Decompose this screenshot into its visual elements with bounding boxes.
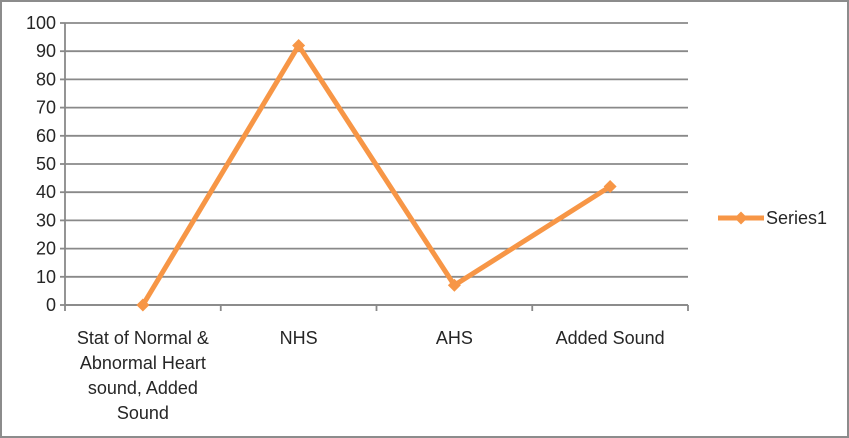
legend-sample-marker <box>734 211 748 225</box>
legend-series-label: Series1 <box>766 207 828 228</box>
data-point-marker <box>447 278 461 292</box>
y-axis-tick-label: 30 <box>36 210 56 230</box>
y-axis-tick-label: 90 <box>36 41 56 61</box>
y-axis-tick-label: 80 <box>36 69 56 89</box>
y-axis-tick-label: 20 <box>36 239 56 259</box>
y-axis-tick-label: 0 <box>46 295 56 315</box>
y-axis-tick-label: 100 <box>26 13 56 33</box>
y-axis-tick-label: 60 <box>36 126 56 146</box>
legend: Series1 <box>716 205 827 231</box>
data-point-marker <box>292 39 306 53</box>
data-point-marker <box>603 180 617 194</box>
y-axis-tick-label: 40 <box>36 182 56 202</box>
y-axis-tick-label: 50 <box>36 154 56 174</box>
legend-series-sample-icon <box>718 211 764 225</box>
series-line <box>140 43 613 308</box>
y-axis-tick-label: 70 <box>36 98 56 118</box>
y-axis-tick-label: 10 <box>36 267 56 287</box>
data-point-marker <box>136 298 150 312</box>
